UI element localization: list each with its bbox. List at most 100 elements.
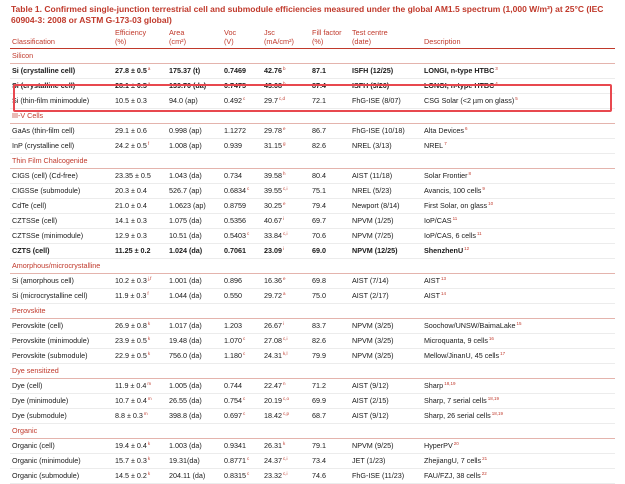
cell-voc: 0.5356 (222, 213, 262, 229)
cell-efficiency: 12.9 ± 0.3 (113, 228, 167, 244)
cell-jsc: 16.36e (262, 273, 310, 289)
footnote-marker: 13 (440, 276, 446, 281)
table-row: Organic (cell) 19.4 ± 0.4k 1.003 (da) 0.934… (10, 438, 615, 454)
cell-fill-factor: 87.4 (310, 78, 350, 94)
footnote-marker: c (246, 471, 250, 476)
cell-area: 1.044 (da) (167, 288, 222, 304)
cell-test-centre: ISFH (12/25) (350, 63, 422, 79)
cell-classification: CZTSSe (cell) (10, 213, 113, 229)
cell-fill-factor: 75.1 (310, 183, 350, 199)
cell-classification: Dye (cell) (10, 378, 113, 394)
footnote-marker: 18,19 (444, 381, 456, 386)
cell-jsc: 29.7c,d (262, 93, 310, 109)
cell-description: LONGI, n-type HTBC3 (422, 63, 615, 79)
footnote-marker: k (147, 321, 151, 326)
footnote-marker: 18,19 (487, 396, 499, 401)
footnote-marker: c,i (283, 456, 288, 461)
cell-jsc: 27.08c,i (262, 333, 310, 349)
cell-test-centre: NREL (3/13) (350, 138, 422, 154)
table-page: Table 1. Confirmed single-junction terre… (10, 0, 617, 484)
cell-area: 1.001 (da) (167, 273, 222, 289)
cell-area: 139.70 (da) (167, 78, 222, 94)
footnote-marker: k (147, 471, 151, 476)
cell-voc: 0.697c (222, 408, 262, 424)
cell-fill-factor: 69.7 (310, 213, 350, 229)
cell-classification: Si (crystalline cell) (10, 78, 113, 94)
table-row: Si (thin-film minimodule) 10.5 ± 0.3 94.0 … (10, 93, 615, 109)
footnote-marker: c,i (283, 231, 288, 236)
cell-voc: 0.8759 (222, 198, 262, 214)
cell-test-centre: AIST (7/14) (350, 273, 422, 289)
table-row: GaAs (thin-film cell) 29.1 ± 0.6 0.998 (ap… (10, 123, 615, 139)
cell-area: 94.0 (ap) (167, 93, 222, 109)
cell-description: ZhejiangU, 7 cells21 (422, 453, 615, 469)
footnote-marker: 17 (500, 351, 506, 356)
cell-jsc: 42.76b (262, 63, 310, 79)
cell-voc: 0.6834c (222, 183, 262, 199)
cell-jsc: 39.55c,i (262, 183, 310, 199)
cell-classification: Perovskite (cell) (10, 318, 113, 334)
table-row: Si (amorphous cell) 10.2 ± 0.3j,f 1.001 (d… (10, 273, 615, 289)
table-row: CZTS (cell) 11.25 ± 0.2 1.024 (da) 0.7061 23… (10, 243, 615, 259)
table-header-row: Classification Efficiency (%) Area (cm²) V… (10, 28, 615, 49)
footnote-marker: c (243, 351, 246, 356)
footnote-marker: i (283, 246, 284, 251)
footnote-marker: c (246, 231, 250, 236)
section-header: Silicon (10, 48, 615, 64)
cell-jsc: 43.08b (262, 78, 310, 94)
table-row: CdTe (cell) 21.0 ± 0.4 1.0623 (ap) 0.8759 30… (10, 198, 615, 214)
cell-jsc: 29.78e (262, 123, 310, 139)
header-description: Description (424, 36, 461, 46)
cell-efficiency: 10.5 ± 0.3 (113, 93, 167, 109)
cell-area: 398.8 (da) (167, 408, 222, 424)
cell-test-centre: NPVM (7/25) (350, 228, 422, 244)
header-fill-factor: Fill factor (%) (312, 28, 342, 46)
section-title: Organic (10, 423, 615, 439)
footnote-marker: m (147, 396, 152, 401)
cell-voc: 0.939 (222, 138, 262, 154)
table-row: CZTSSe (minimodule) 12.9 ± 0.3 10.51 (da) 0… (10, 228, 615, 244)
cell-jsc: 18.42c,p (262, 408, 310, 424)
cell-efficiency: 20.3 ± 0.4 (113, 183, 167, 199)
footnote-marker: i (283, 321, 284, 326)
cell-fill-factor: 86.7 (310, 123, 350, 139)
cell-fill-factor: 80.4 (310, 168, 350, 184)
cell-fill-factor: 71.2 (310, 378, 350, 394)
cell-description: FAU/FZJ, 38 cells22 (422, 468, 615, 484)
table-row: CIGSSe (submodule) 20.3 ± 0.4 526.7 (ap) 0.… (10, 183, 615, 199)
cell-area: 19.31(da) (167, 453, 222, 469)
cell-description: IoP/CAS11 (422, 213, 615, 229)
cell-jsc: 40.67i (262, 213, 310, 229)
cell-area: 1.043 (da) (167, 168, 222, 184)
cell-area: 526.7 (ap) (167, 183, 222, 199)
table-row: Dye (cell) 11.9 ± 0.4m 1.005 (da) 0.744 22.4… (10, 378, 615, 394)
cell-description: CSG Solar (<2 µm on glass)5 (422, 93, 615, 109)
cell-efficiency: 14.5 ± 0.2k (113, 468, 167, 484)
cell-fill-factor: 72.1 (310, 93, 350, 109)
cell-test-centre: NREL (5/23) (350, 183, 422, 199)
cell-area: 756.0 (da) (167, 348, 222, 364)
section-header: Organic (10, 423, 615, 439)
footnote-marker: 11 (476, 231, 482, 236)
table-row: InP (crystalline cell) 24.2 ± 0.5f 1.008 (… (10, 138, 615, 154)
cell-voc: 0.7061 (222, 243, 262, 259)
cell-area: 1.008 (ap) (167, 138, 222, 154)
footnote-marker: a (147, 66, 151, 71)
cell-description: Sharp, 7 serial cells18,19 (422, 393, 615, 409)
footnote-marker: 22 (481, 471, 487, 476)
cell-description: NREL7 (422, 138, 615, 154)
cell-test-centre: NPVM (3/25) (350, 348, 422, 364)
footnote-marker: n (283, 381, 286, 386)
cell-jsc: 39.58h (262, 168, 310, 184)
footnote-marker: k,l (283, 351, 288, 356)
footnote-marker: c (243, 396, 246, 401)
footnote-marker: c,o (283, 396, 290, 401)
cell-test-centre: FhG-ISE (8/07) (350, 93, 422, 109)
footnote-marker: c,p (283, 411, 290, 416)
cell-voc: 1.1272 (222, 123, 262, 139)
table-row: Perovskite (submodule) 22.9 ± 0.5k 756.0 (… (10, 348, 615, 364)
cell-test-centre: AIST (9/12) (350, 408, 422, 424)
footnote-marker: b (283, 66, 286, 71)
cell-description: AIST14 (422, 288, 615, 304)
section-header: Dye sensitized (10, 363, 615, 379)
